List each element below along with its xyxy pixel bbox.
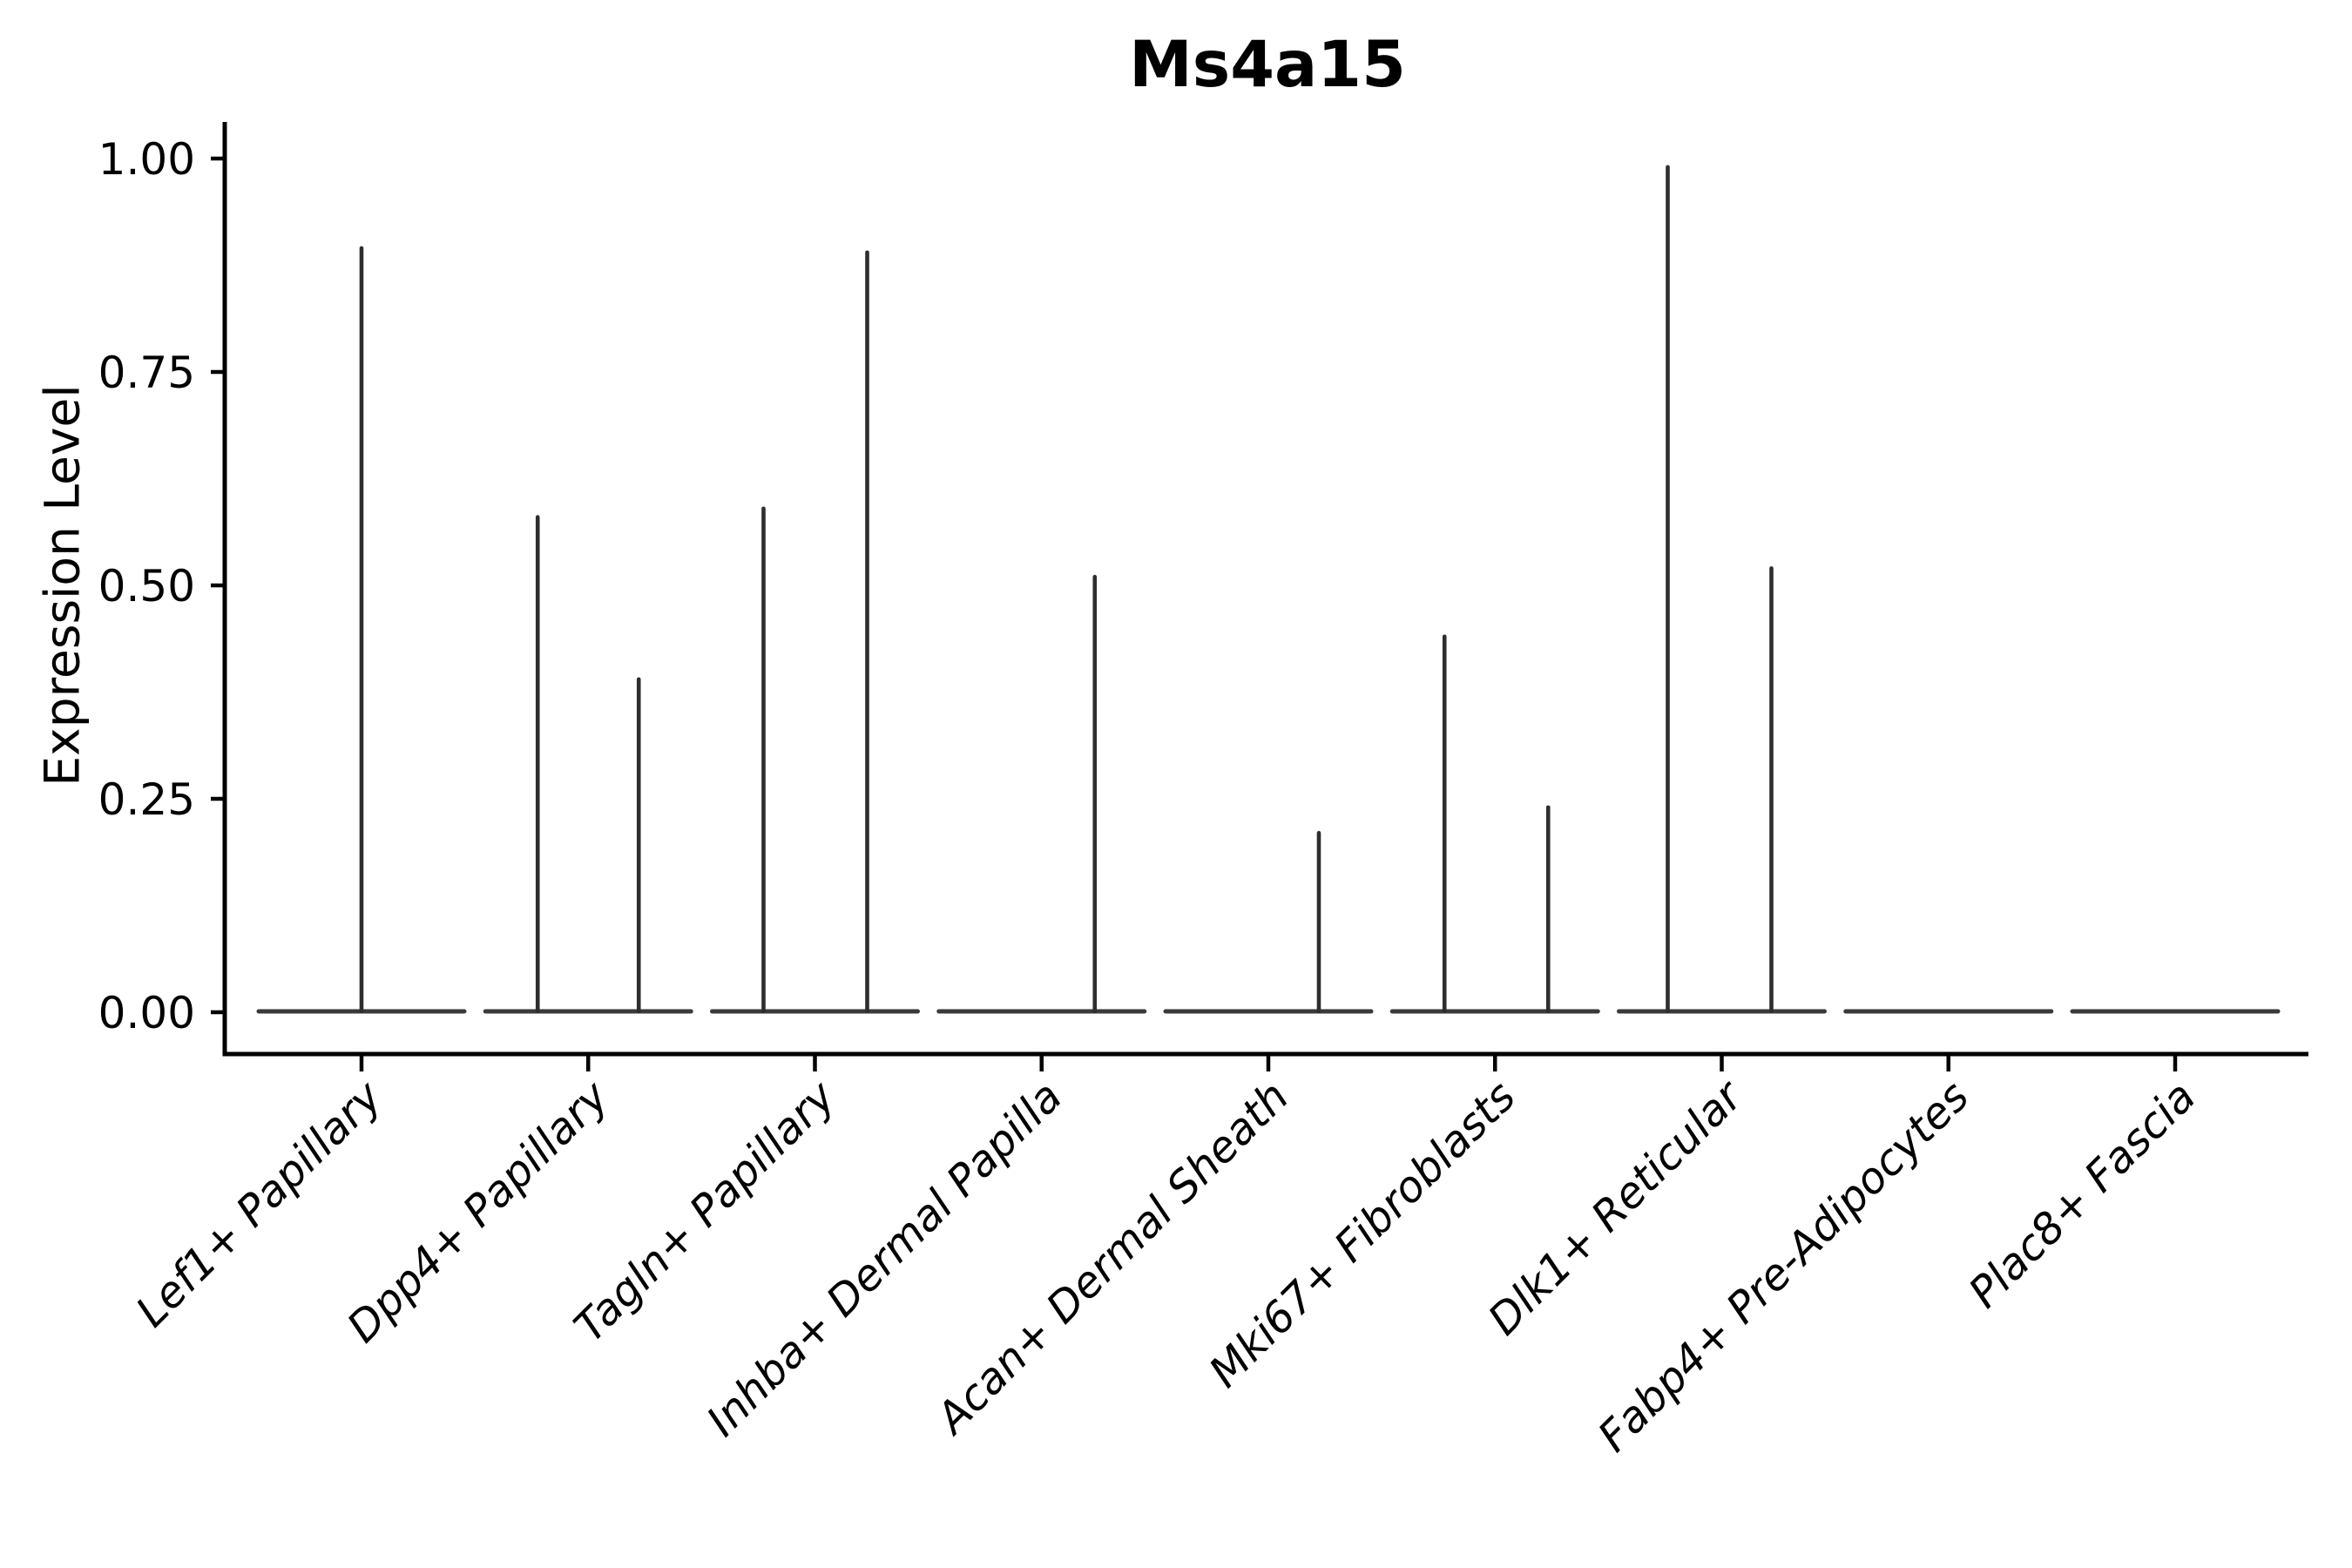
x-category-label: Fabp4+ Pre-Adipocytes: [1589, 1071, 1979, 1462]
y-tick-label: 1.00: [98, 134, 195, 185]
y-tick-label: 0.50: [98, 561, 195, 612]
x-category-label: Lef1+ Papillary: [126, 1071, 392, 1336]
y-tick-label: 0.75: [98, 348, 195, 398]
x-category-label: Plac8+ Fascia: [1959, 1071, 2205, 1317]
y-tick-label: 0.25: [98, 774, 195, 825]
y-axis-label: Expression Level: [34, 384, 91, 787]
y-tick-label: 0.00: [98, 988, 195, 1038]
chart-title: Ms4a15: [1129, 28, 1406, 102]
